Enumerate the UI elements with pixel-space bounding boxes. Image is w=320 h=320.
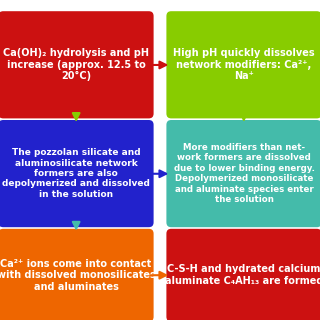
Text: High pH quickly dissolves
network modifiers: Ca²⁺,
Na⁺: High pH quickly dissolves network modifi… — [173, 48, 315, 81]
FancyBboxPatch shape — [166, 120, 320, 227]
Text: Ca(OH)₂ hydrolysis and pH
increase (approx. 12.5 to
20°C): Ca(OH)₂ hydrolysis and pH increase (appr… — [3, 48, 149, 82]
FancyBboxPatch shape — [0, 120, 154, 227]
FancyBboxPatch shape — [166, 11, 320, 118]
Text: Ca²⁺ ions come into contact
with dissolved monosilicates
and aluminates: Ca²⁺ ions come into contact with dissolv… — [0, 259, 156, 292]
FancyBboxPatch shape — [0, 11, 154, 118]
Text: The pozzolan silicate and
aluminosilicate network
formers are also
depolymerized: The pozzolan silicate and aluminosilicat… — [2, 148, 150, 199]
Text: C-S-H and hydrated calcium
aluminate C₄AH₁₃ are formed: C-S-H and hydrated calcium aluminate C₄A… — [165, 264, 320, 286]
FancyBboxPatch shape — [166, 229, 320, 320]
Text: More modifiers than net-
work formers are dissolved
due to lower binding energy.: More modifiers than net- work formers ar… — [173, 143, 315, 204]
FancyBboxPatch shape — [0, 229, 154, 320]
